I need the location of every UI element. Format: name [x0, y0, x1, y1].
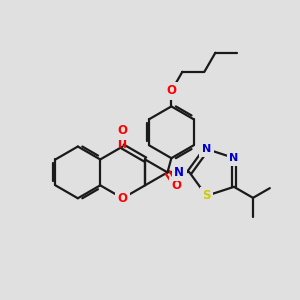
Text: N: N	[229, 153, 239, 163]
Text: O: O	[118, 192, 128, 205]
Text: S: S	[202, 189, 211, 202]
Text: N: N	[174, 166, 184, 179]
Text: O: O	[167, 84, 176, 98]
Text: N: N	[202, 144, 211, 154]
Text: O: O	[172, 179, 182, 192]
Text: O: O	[118, 124, 128, 137]
